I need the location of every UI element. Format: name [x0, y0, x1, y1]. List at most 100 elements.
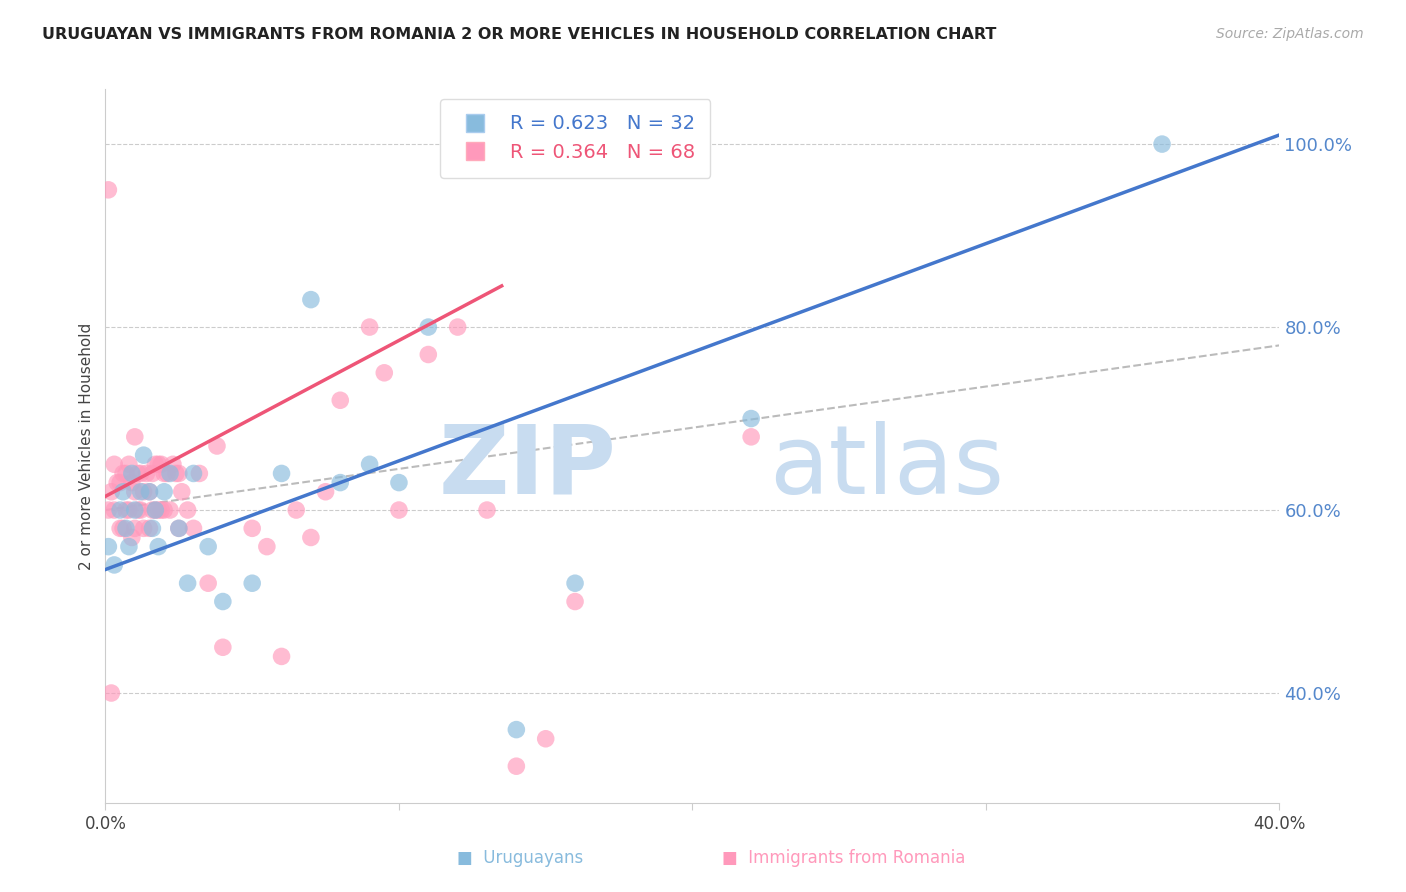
Point: [564, 594, 586, 608]
Point: [108, 475, 131, 490]
Y-axis label: 2 or more Vehicles in Household: 2 or more Vehicles in Household: [79, 322, 94, 570]
Point: [176, 576, 198, 591]
Point: [118, 540, 141, 554]
Point: [153, 467, 176, 481]
Point: [100, 484, 122, 499]
Point: [315, 484, 337, 499]
Point: [103, 458, 125, 472]
Point: [97, 183, 120, 197]
Point: [150, 458, 173, 472]
Point: [108, 503, 131, 517]
Point: [121, 531, 143, 545]
Point: [112, 467, 135, 481]
Point: [256, 540, 278, 554]
Point: [162, 458, 184, 472]
Point: [211, 594, 233, 608]
Point: [150, 503, 173, 517]
Point: [170, 484, 193, 499]
Point: [299, 293, 322, 307]
Point: [156, 467, 179, 481]
Point: [118, 503, 141, 517]
Point: [505, 759, 527, 773]
Point: [115, 503, 138, 517]
Point: [124, 521, 146, 535]
Point: [132, 484, 155, 499]
Point: [240, 576, 263, 591]
Point: [118, 458, 141, 472]
Point: [359, 458, 381, 472]
Point: [143, 503, 166, 517]
Point: [329, 475, 352, 490]
Point: [135, 467, 157, 481]
Point: [270, 467, 292, 481]
Point: [418, 347, 440, 361]
Point: [148, 458, 170, 472]
Text: ■  Uruguayans: ■ Uruguayans: [457, 849, 583, 867]
Point: [388, 503, 411, 517]
Point: [103, 558, 125, 572]
Point: [132, 448, 155, 462]
Point: [153, 503, 176, 517]
Point: [148, 540, 170, 554]
Point: [124, 430, 146, 444]
Point: [475, 503, 498, 517]
Point: [115, 521, 138, 535]
Point: [183, 467, 205, 481]
Point: [285, 503, 308, 517]
Text: ZIP: ZIP: [439, 421, 616, 514]
Point: [129, 503, 152, 517]
Point: [159, 467, 181, 481]
Point: [240, 521, 263, 535]
Point: [129, 484, 152, 499]
Text: URUGUAYAN VS IMMIGRANTS FROM ROMANIA 2 OR MORE VEHICLES IN HOUSEHOLD CORRELATION: URUGUAYAN VS IMMIGRANTS FROM ROMANIA 2 O…: [42, 27, 997, 42]
Point: [108, 521, 131, 535]
Point: [141, 521, 163, 535]
Point: [129, 467, 152, 481]
Point: [112, 521, 135, 535]
Point: [138, 484, 160, 499]
Point: [97, 503, 120, 517]
Point: [100, 686, 122, 700]
Point: [103, 503, 125, 517]
Point: [124, 484, 146, 499]
Point: [359, 320, 381, 334]
Point: [564, 576, 586, 591]
Point: [143, 458, 166, 472]
Point: [418, 320, 440, 334]
Point: [132, 521, 155, 535]
Point: [446, 320, 468, 334]
Point: [329, 393, 352, 408]
Point: [373, 366, 395, 380]
Point: [127, 467, 149, 481]
Point: [388, 475, 411, 490]
Point: [211, 640, 233, 655]
Point: [124, 503, 146, 517]
Point: [505, 723, 527, 737]
Point: [270, 649, 292, 664]
Point: [176, 503, 198, 517]
Point: [167, 521, 190, 535]
Point: [197, 540, 219, 554]
Point: [141, 503, 163, 517]
Point: [121, 475, 143, 490]
Point: [183, 521, 205, 535]
Point: [143, 503, 166, 517]
Point: [740, 430, 762, 444]
Point: [97, 540, 120, 554]
Point: [127, 503, 149, 517]
Legend: R = 0.623   N = 32, R = 0.364   N = 68: R = 0.623 N = 32, R = 0.364 N = 68: [440, 99, 710, 178]
Point: [188, 467, 211, 481]
Point: [115, 467, 138, 481]
Point: [148, 503, 170, 517]
Point: [740, 411, 762, 425]
Point: [534, 731, 557, 746]
Point: [138, 484, 160, 499]
Point: [105, 475, 128, 490]
Point: [197, 576, 219, 591]
Point: [138, 521, 160, 535]
Point: [167, 467, 190, 481]
Text: atlas: atlas: [769, 421, 1004, 514]
Point: [205, 439, 228, 453]
Point: [141, 467, 163, 481]
Point: [121, 467, 143, 481]
